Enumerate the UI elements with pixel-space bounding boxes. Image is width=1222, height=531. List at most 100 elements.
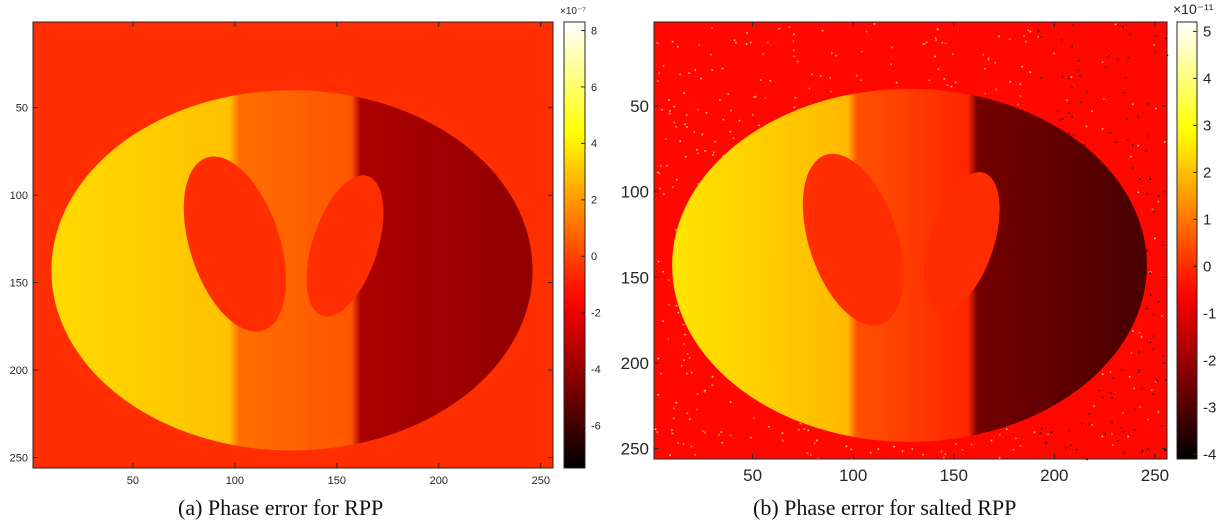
colorbar-tick-label: 1 xyxy=(1203,212,1211,229)
salt-pixel xyxy=(1068,102,1071,105)
x-tick-label: 100 xyxy=(839,466,867,485)
salt-pixel xyxy=(721,67,724,70)
salt-pixel xyxy=(1149,272,1151,274)
salt-pixel xyxy=(1157,195,1160,197)
salt-pixel xyxy=(1040,77,1042,79)
salt-pixel xyxy=(1060,38,1063,41)
caption-a: (a) Phase error for RPP xyxy=(178,495,384,520)
salt-pixel xyxy=(831,52,833,54)
salt-pixel xyxy=(1029,71,1031,73)
salt-pixel xyxy=(1141,450,1143,453)
salt-pixel xyxy=(934,55,936,58)
salt-pixel xyxy=(686,412,689,415)
salt-pixel xyxy=(711,375,714,378)
salt-pixel xyxy=(998,433,1001,436)
salt-pixel xyxy=(1033,431,1036,434)
salt-pixel xyxy=(679,140,682,143)
salt-pixel xyxy=(970,443,973,446)
salt-pixel xyxy=(745,43,748,45)
salt-pixel xyxy=(794,97,797,99)
salt-pixel xyxy=(675,401,678,404)
salt-pixel xyxy=(1141,449,1144,452)
salt-pixel xyxy=(769,79,772,82)
salt-pixel xyxy=(705,111,708,114)
colorbar-tick-label: 4 xyxy=(1203,71,1211,88)
salt-pixel xyxy=(954,81,957,84)
salt-pixel xyxy=(1021,65,1024,68)
salt-pixel xyxy=(683,343,685,345)
salt-pixel xyxy=(1153,210,1155,213)
salt-pixel xyxy=(830,90,832,93)
salt-pixel xyxy=(729,130,732,133)
salt-pixel xyxy=(1152,348,1155,350)
salt-pixel xyxy=(893,445,895,448)
salt-pixel xyxy=(1122,431,1125,433)
salt-pixel xyxy=(675,178,678,181)
salt-pixel xyxy=(1155,380,1157,383)
salt-pixel xyxy=(690,371,693,374)
salt-pixel xyxy=(998,456,1001,459)
salt-pixel xyxy=(1124,76,1127,79)
salt-pixel xyxy=(662,270,664,273)
salt-pixel xyxy=(657,393,659,396)
y-tick-label: 100 xyxy=(10,190,28,202)
salt-pixel xyxy=(937,68,940,70)
salt-pixel xyxy=(685,114,688,116)
salt-pixel xyxy=(658,72,660,74)
salt-pixel xyxy=(1122,411,1124,414)
salt-pixel xyxy=(1123,451,1125,454)
salt-pixel xyxy=(1122,25,1124,28)
salt-pixel xyxy=(1114,141,1117,143)
salt-pixel xyxy=(690,445,693,448)
salt-pixel xyxy=(987,58,990,61)
salt-pixel xyxy=(865,30,868,33)
salt-pixel xyxy=(688,72,690,74)
salt-pixel xyxy=(1039,36,1042,38)
salt-pixel xyxy=(749,41,752,44)
salt-pixel xyxy=(941,41,944,44)
salt-pixel xyxy=(1111,377,1114,379)
salt-pixel xyxy=(1008,38,1011,41)
salt-pixel xyxy=(1139,178,1141,180)
phantom-ellipse xyxy=(51,90,533,451)
salt-pixel xyxy=(845,445,848,448)
salt-pixel xyxy=(890,63,892,66)
salt-pixel xyxy=(683,359,685,361)
salt-pixel xyxy=(1116,440,1119,442)
salt-pixel xyxy=(1147,103,1149,106)
salt-pixel xyxy=(729,434,732,437)
colorbar-tick-label: -3 xyxy=(1203,400,1216,417)
salt-pixel xyxy=(1068,430,1071,432)
salt-pixel xyxy=(1091,110,1093,113)
salt-pixel xyxy=(793,55,796,58)
salt-pixel xyxy=(1091,424,1093,426)
salt-pixel xyxy=(718,434,720,436)
salt-pixel xyxy=(677,442,679,444)
salt-pixel xyxy=(1149,294,1152,296)
salt-pixel xyxy=(762,53,764,55)
salt-pixel xyxy=(663,193,665,195)
salt-pixel xyxy=(951,53,954,55)
salt-pixel xyxy=(714,140,716,143)
salt-pixel xyxy=(895,81,898,84)
salt-pixel xyxy=(729,401,732,403)
salt-pixel xyxy=(944,42,947,45)
salt-pixel xyxy=(1101,373,1104,375)
salt-pixel xyxy=(944,453,947,455)
colorbar-tick-label: 0 xyxy=(591,251,597,263)
salt-pixel xyxy=(657,171,659,174)
salt-pixel xyxy=(1068,132,1071,135)
salt-pixel xyxy=(1130,352,1133,354)
salt-pixel xyxy=(672,417,675,420)
colorbar-tick-label: -6 xyxy=(591,421,601,433)
colorbar-tick-label: 0 xyxy=(1203,259,1211,276)
salt-pixel xyxy=(835,54,837,57)
salt-pixel xyxy=(1047,433,1049,435)
salt-pixel xyxy=(1075,448,1078,451)
salt-pixel xyxy=(1137,371,1139,373)
salt-pixel xyxy=(671,40,674,43)
salt-pixel xyxy=(1112,444,1114,446)
salt-pixel xyxy=(1027,29,1030,32)
salt-pixel xyxy=(1088,413,1090,415)
colorbar xyxy=(563,21,586,469)
